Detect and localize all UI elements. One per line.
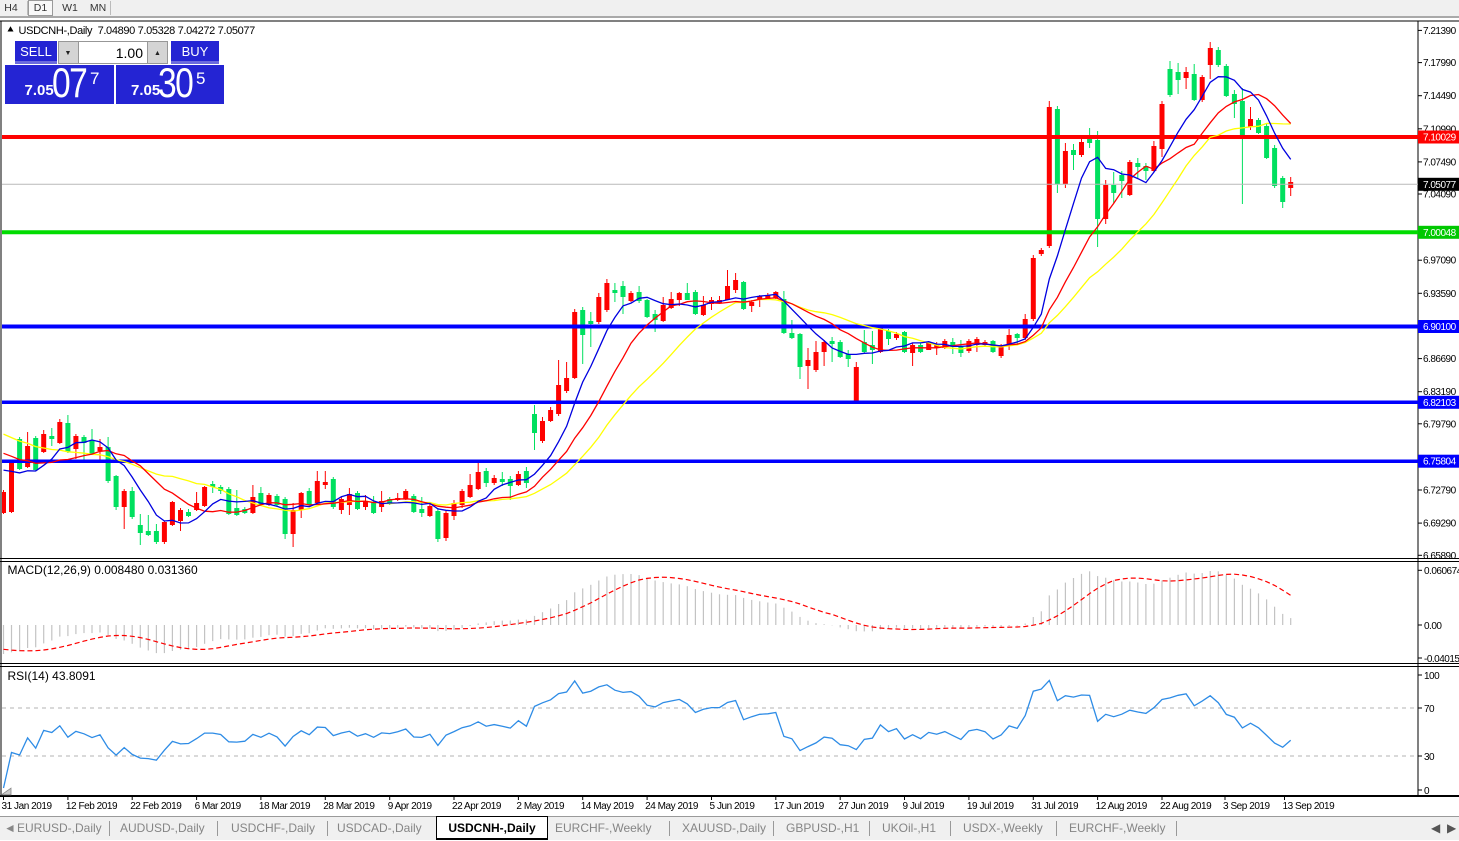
svg-text:9 Jul 2019: 9 Jul 2019 — [903, 801, 946, 812]
svg-text:6.93590: 6.93590 — [1423, 289, 1457, 300]
svg-text:27 Jun 2019: 27 Jun 2019 — [838, 801, 889, 812]
svg-text:6.72790: 6.72790 — [1423, 486, 1457, 497]
svg-text:7.00048: 7.00048 — [1423, 228, 1457, 239]
svg-text:12 Aug 2019: 12 Aug 2019 — [1096, 801, 1148, 812]
svg-text:30: 30 — [1424, 752, 1435, 763]
svg-text:3 Sep 2019: 3 Sep 2019 — [1223, 801, 1271, 812]
svg-text:7.17990: 7.17990 — [1423, 58, 1457, 69]
svg-text:6 Mar 2019: 6 Mar 2019 — [195, 801, 242, 812]
svg-text:7.21390: 7.21390 — [1423, 26, 1457, 37]
svg-text:100: 100 — [1424, 671, 1440, 682]
svg-text:22 Apr 2019: 22 Apr 2019 — [452, 801, 502, 812]
svg-text:22 Aug 2019: 22 Aug 2019 — [1160, 801, 1212, 812]
svg-text:6.97090: 6.97090 — [1423, 256, 1457, 267]
svg-text:6.75804: 6.75804 — [1423, 457, 1457, 468]
svg-text:7.07490: 7.07490 — [1423, 157, 1457, 168]
svg-text:-0.040152: -0.040152 — [1424, 654, 1459, 665]
svg-text:USDCNH-,Daily 7.04890 7.05328: USDCNH-,Daily 7.04890 7.05328 7.04272 7.… — [19, 25, 256, 37]
svg-text:RSI(14) 43.8091: RSI(14) 43.8091 — [8, 669, 96, 683]
svg-text:6.83190: 6.83190 — [1423, 387, 1457, 398]
svg-text:0.060674: 0.060674 — [1424, 566, 1459, 577]
svg-text:18 Mar 2019: 18 Mar 2019 — [259, 801, 311, 812]
svg-text:6.90100: 6.90100 — [1423, 322, 1457, 333]
svg-text:17 Jun 2019: 17 Jun 2019 — [774, 801, 825, 812]
svg-text:7.10029: 7.10029 — [1423, 133, 1457, 144]
svg-text:7.04090: 7.04090 — [1423, 190, 1457, 201]
svg-text:22 Feb 2019: 22 Feb 2019 — [130, 801, 182, 812]
svg-text:24 May 2019: 24 May 2019 — [645, 801, 699, 812]
svg-text:31 Jul 2019: 31 Jul 2019 — [1031, 801, 1079, 812]
svg-text:7.14490: 7.14490 — [1423, 91, 1457, 102]
svg-text:6.82103: 6.82103 — [1423, 398, 1457, 409]
svg-text:19 Jul 2019: 19 Jul 2019 — [967, 801, 1015, 812]
svg-text:2 May 2019: 2 May 2019 — [516, 801, 565, 812]
svg-text:6.79790: 6.79790 — [1423, 419, 1457, 430]
svg-text:12 Feb 2019: 12 Feb 2019 — [66, 801, 118, 812]
svg-text:6.65890: 6.65890 — [1423, 551, 1457, 562]
svg-text:7.05077: 7.05077 — [1423, 180, 1457, 191]
svg-text:70: 70 — [1424, 704, 1435, 715]
svg-text:0: 0 — [1424, 786, 1430, 797]
svg-text:28 Mar 2019: 28 Mar 2019 — [323, 801, 375, 812]
svg-text:7.10990: 7.10990 — [1423, 124, 1457, 135]
svg-text:13 Sep 2019: 13 Sep 2019 — [1283, 801, 1336, 812]
svg-text:5 Jun 2019: 5 Jun 2019 — [710, 801, 756, 812]
svg-text:MACD(12,26,9) 0.008480 0.03136: MACD(12,26,9) 0.008480 0.031360 — [8, 563, 198, 577]
svg-text:31 Jan 2019: 31 Jan 2019 — [2, 801, 53, 812]
svg-text:9 Apr 2019: 9 Apr 2019 — [388, 801, 433, 812]
svg-text:6.69290: 6.69290 — [1423, 519, 1457, 530]
svg-text:6.86690: 6.86690 — [1423, 354, 1457, 365]
svg-text:14 May 2019: 14 May 2019 — [581, 801, 635, 812]
svg-text:0.00: 0.00 — [1424, 621, 1442, 632]
